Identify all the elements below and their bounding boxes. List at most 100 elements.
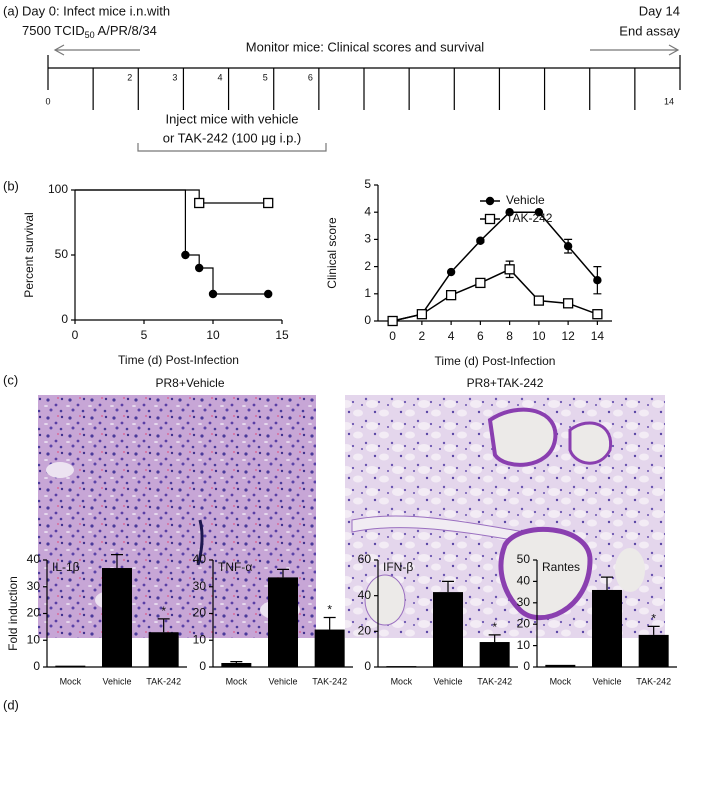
image-title: PR8+Vehicle: [155, 376, 224, 390]
y-tick-label: 10: [193, 632, 207, 646]
bar: [268, 577, 298, 667]
y-axis-label: Percent survival: [22, 212, 36, 297]
marker: [504, 264, 515, 275]
chart-title: IFN-β: [383, 560, 413, 574]
marker: [505, 208, 514, 217]
x-tick-label: TAK-242: [477, 676, 512, 686]
x-tick-label: Mock: [391, 676, 413, 686]
chart-title: TNF-α: [218, 560, 252, 574]
bar: [386, 666, 417, 667]
bracket: [137, 143, 327, 152]
day-label: 0: [45, 96, 50, 106]
start-text: 7500 TCID50 A/PR/8/34: [22, 23, 157, 40]
y-tick-label: 0: [364, 659, 371, 673]
panel-label: (a): [3, 3, 19, 18]
marker: [485, 196, 495, 206]
x-tick-label: TAK-242: [312, 676, 347, 686]
y-tick-label: 4: [364, 204, 371, 218]
y-tick-label: 20: [358, 624, 372, 638]
y-tick-label: 0: [364, 313, 371, 327]
x-tick-label: 8: [506, 329, 513, 343]
start-text: Day 0: Infect mice i.n.with: [22, 3, 170, 18]
marker: [195, 263, 204, 273]
y-tick-label: 40: [193, 552, 207, 566]
text: 7500 TCID: [22, 23, 85, 38]
error-bar: [323, 616, 336, 630]
error-bar: [601, 576, 613, 590]
bar: [638, 634, 669, 667]
bar: [592, 589, 622, 667]
panel-label: (d): [3, 697, 19, 712]
significance: *: [161, 604, 166, 618]
bar: [148, 632, 179, 667]
y-axis-label: Fold induction: [6, 576, 20, 651]
y-tick-label: 20: [193, 606, 207, 620]
x-tick-label: Mock: [60, 676, 82, 686]
day-label: 4: [218, 72, 223, 82]
x-tick-label: Mock: [226, 676, 248, 686]
line: [392, 211, 598, 322]
marker: [484, 213, 496, 225]
x-tick-label: 6: [477, 329, 484, 343]
error-bar: [277, 568, 289, 578]
x-axis-label: Time (d) Post-Infection: [118, 353, 239, 367]
marker: [416, 309, 428, 320]
day-label: 6: [308, 72, 313, 82]
x-tick-label: 10: [206, 328, 220, 342]
marker: [533, 295, 545, 306]
marker: [194, 197, 205, 209]
x-tick-label: 10: [532, 329, 546, 343]
y-tick-label: 0: [33, 659, 40, 673]
subscript: 50: [85, 30, 95, 40]
y-tick-label: 0: [199, 659, 206, 673]
x-tick-label: 15: [275, 328, 289, 342]
marker: [445, 290, 457, 301]
significance: *: [492, 620, 497, 634]
day-label: 14: [664, 96, 674, 106]
inject-text: Inject mice with vehicle: [166, 111, 299, 126]
marker: [264, 289, 273, 299]
y-tick-label: 60: [358, 552, 372, 566]
error-bar: [488, 634, 501, 643]
x-tick-label: Vehicle: [592, 676, 621, 686]
bar: [102, 568, 132, 667]
y-tick-label: 5: [364, 177, 371, 191]
text: A/PR/8/34: [95, 23, 157, 38]
y-tick-label: 10: [517, 638, 531, 652]
error-bar: [111, 554, 123, 569]
marker: [562, 298, 574, 309]
marker: [476, 236, 485, 245]
significance: *: [327, 603, 332, 617]
legend-label: Vehicle: [506, 193, 545, 207]
x-tick-label: 4: [448, 329, 455, 343]
marker: [446, 267, 456, 277]
y-axis-label: Clinical score: [325, 217, 339, 289]
x-axis-label: Time (d) Post-Infection: [435, 354, 556, 368]
x-tick-label: 0: [72, 328, 79, 342]
bar: [545, 664, 576, 667]
arrows: [53, 44, 680, 56]
marker: [592, 309, 603, 320]
y-tick-label: 20: [517, 616, 531, 630]
y-tick-label: 50: [517, 552, 531, 566]
x-tick-label: 5: [141, 328, 148, 342]
error-bar: [157, 618, 170, 633]
survival-line: [75, 189, 269, 295]
x-tick-label: Vehicle: [433, 676, 462, 686]
marker: [563, 242, 573, 251]
y-tick-label: 30: [517, 595, 531, 609]
bar: [221, 662, 252, 667]
y-tick-label: 50: [55, 247, 69, 261]
day-label: 2: [127, 72, 132, 82]
x-tick-label: TAK-242: [146, 676, 181, 686]
bar: [433, 592, 463, 667]
x-tick-label: 0: [389, 329, 396, 343]
marker: [208, 289, 218, 299]
end-text: End assay: [619, 23, 680, 38]
x-tick-label: 2: [419, 329, 426, 343]
x-tick-label: 12: [561, 329, 575, 343]
y-tick-label: 40: [358, 588, 372, 602]
y-tick-label: 0: [61, 312, 68, 326]
marker: [263, 197, 274, 209]
